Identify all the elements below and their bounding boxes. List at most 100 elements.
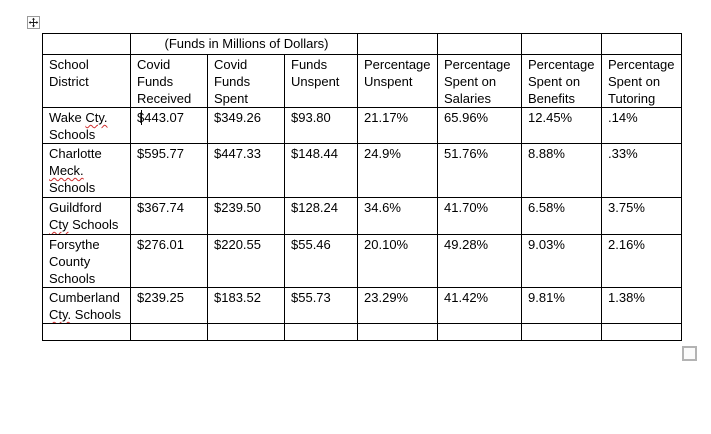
cell-pct_unspent[interactable]: 24.9% [357,143,439,198]
table-move-handle[interactable] [27,16,40,29]
header-line: Tutoring [608,91,656,106]
cell-unspent[interactable]: $93.80 [283,107,359,144]
cell-received[interactable]: $239.25 [130,287,208,324]
cell-spent[interactable]: $220.55 [207,234,285,288]
cell-pct_unspent[interactable]: 34.6% [357,197,439,235]
cell-pct_unspent[interactable]: 23.29% [357,287,439,324]
cell-pct_tutoring[interactable]: 1.38% [601,287,683,324]
cell-received[interactable]: $595.77 [130,143,208,198]
text-cursor [141,110,142,125]
column-header-district[interactable]: School District [42,54,131,108]
empty-cell[interactable] [130,323,208,341]
empty-cell[interactable] [521,33,603,55]
district-line: Forsythe [49,236,129,253]
table-row: Charlotte Meck. Schools $595.77 $447.33 $148.… [42,143,683,198]
empty-cell[interactable] [42,323,131,341]
empty-cell[interactable] [437,33,523,55]
column-header-pct_unspent[interactable]: Percentage Unspent [357,54,439,108]
district-text: Schools [49,271,96,286]
header-line: School [49,57,89,72]
cell-pct_benefits[interactable]: 8.88% [521,143,603,198]
table-resize-handle[interactable] [682,346,697,361]
cell-pct_salaries[interactable]: 49.28% [437,234,523,288]
district-text: Schools [68,217,119,232]
header-row: School District Covid Funds Received Covid Fun… [42,54,683,108]
cell-spent[interactable]: $183.52 [207,287,285,324]
cell-unspent[interactable]: $128.24 [283,197,359,235]
misspelled-word: Cty. [49,307,72,322]
cell-pct_salaries[interactable]: 51.76% [437,143,523,198]
cell-received[interactable]: $276.01 [130,234,208,288]
table-row: Wake Cty. Schools $443.07 $349.26 $93.80 21.1… [42,107,683,144]
cell-pct_benefits[interactable]: 9.81% [521,287,603,324]
table-row: Cumberland Cty. Schools $239.25 $183.52 $55.… [42,287,683,324]
district-text: Schools [71,307,122,322]
cell-pct_unspent[interactable]: 20.10% [357,234,439,288]
district-line: County [49,253,129,270]
cell-pct_unspent[interactable]: 21.17% [357,107,439,144]
column-header-spent[interactable]: Covid Funds Spent [207,54,285,108]
district-text: County [49,254,91,269]
district-line: Schools [49,126,129,143]
empty-cell[interactable] [601,323,683,341]
cell-district[interactable]: Charlotte Meck. Schools [42,143,131,198]
district-line: Meck. [49,162,129,179]
district-text: Schools [49,180,96,195]
column-header-received[interactable]: Covid Funds Received [130,54,208,108]
column-header-unspent[interactable]: Funds Unspent [283,54,359,108]
cell-spent[interactable]: $349.26 [207,107,285,144]
district-line: Charlotte [49,145,129,162]
cell-received[interactable]: $443.07 [130,107,208,144]
cell-district[interactable]: Guildford Cty Schools [42,197,131,235]
district-line: Cty Schools [49,216,129,233]
table-row: Guildford Cty Schools $367.74 $239.50 $128.2… [42,197,683,235]
table-caption-cell[interactable]: (Funds in Millions of Dollars) [129,33,359,55]
empty-cell[interactable] [42,33,131,55]
header-line: Benefits [528,91,575,106]
cell-spent[interactable]: $239.50 [207,197,285,235]
empty-cell[interactable] [207,323,285,341]
column-header-pct_benefits[interactable]: Percentage Spent on Benefits [521,54,603,108]
column-header-pct_salaries[interactable]: Percentage Spent on Salaries [437,54,523,108]
cell-unspent[interactable]: $55.46 [283,234,359,288]
empty-cell[interactable] [601,33,683,55]
cell-pct_benefits[interactable]: 12.45% [521,107,603,144]
header-line: Salaries [444,91,491,106]
empty-row [42,323,683,341]
empty-cell[interactable] [437,323,523,341]
header-line: Spent on [608,74,661,89]
header-line: Spent [214,91,248,106]
district-line: Guildford [49,199,129,216]
cell-pct_salaries[interactable]: 65.96% [437,107,523,144]
cell-pct_benefits[interactable]: 6.58% [521,197,603,235]
district-text: Guildford [49,200,102,215]
empty-cell[interactable] [357,33,439,55]
column-header-pct_tutoring[interactable]: Percentage Spent on Tutoring [601,54,683,108]
empty-cell[interactable] [357,323,439,341]
table-row: Forsythe County Schools $276.01 $220.55 $55.4… [42,234,683,288]
cell-unspent[interactable]: $148.44 [283,143,359,198]
header-line: Funds [214,74,251,89]
district-line: Schools [49,270,129,287]
cell-pct_tutoring[interactable]: .14% [601,107,683,144]
cell-received[interactable]: $367.74 [130,197,208,235]
district-line: Schools [49,179,129,196]
cell-pct_salaries[interactable]: 41.70% [437,197,523,235]
cell-pct_benefits[interactable]: 9.03% [521,234,603,288]
cell-pct_tutoring[interactable]: 2.16% [601,234,683,288]
cell-pct_salaries[interactable]: 41.42% [437,287,523,324]
school-funds-table: (Funds in Millions of Dollars) School Dist… [42,33,683,341]
empty-cell[interactable] [283,323,359,341]
header-line: Covid [137,57,171,72]
cell-district[interactable]: Forsythe County Schools [42,234,131,288]
cell-district[interactable]: Cumberland Cty. Schools [42,287,131,324]
cell-pct_tutoring[interactable]: 3.75% [601,197,683,235]
empty-cell[interactable] [521,323,603,341]
cell-spent[interactable]: $447.33 [207,143,285,198]
cell-pct_tutoring[interactable]: .33% [601,143,683,198]
cell-district[interactable]: Wake Cty. Schools [42,107,131,144]
district-line: Cumberland [49,289,129,306]
district-text: Cumberland [49,290,120,305]
cell-unspent[interactable]: $55.73 [283,287,359,324]
